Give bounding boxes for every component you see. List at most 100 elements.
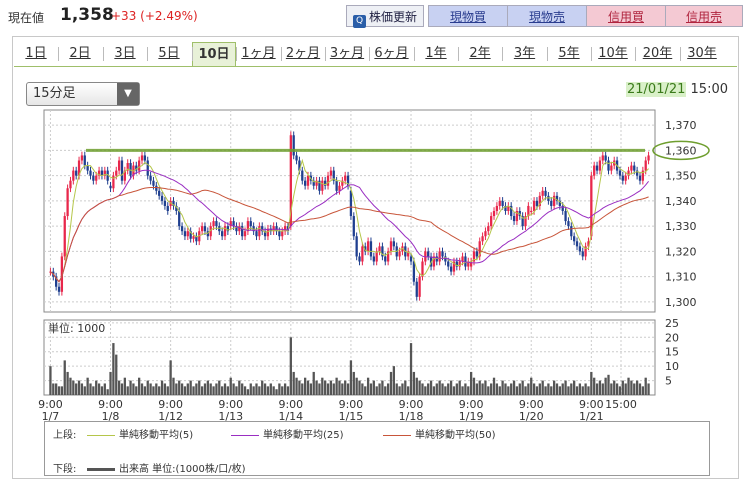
candle-body xyxy=(223,226,227,237)
candle-body xyxy=(283,226,287,232)
volume-bar xyxy=(561,383,564,395)
candle-body xyxy=(318,180,321,191)
volume-bar xyxy=(532,383,536,395)
volume-bar xyxy=(200,386,204,395)
margin-sell-button[interactable]: 信用売 xyxy=(665,5,743,27)
tab-4[interactable]: 10日 xyxy=(192,42,236,66)
volume-bar xyxy=(172,377,175,395)
volume-bar xyxy=(587,386,590,395)
volume-bar xyxy=(364,386,367,395)
volume-bar xyxy=(449,380,453,395)
refresh-price-button[interactable]: Q 株価更新 xyxy=(346,5,424,28)
volume-bar xyxy=(573,380,576,395)
volume-bar xyxy=(69,377,72,395)
volume-bar xyxy=(52,383,55,395)
volume-bar xyxy=(558,386,561,395)
candle-body xyxy=(375,251,378,262)
candle-body xyxy=(163,200,167,206)
candle-body xyxy=(407,251,410,257)
volume-bar xyxy=(92,386,95,395)
candle-body xyxy=(449,266,453,272)
tab-separator xyxy=(502,47,503,61)
volume-bar xyxy=(409,343,413,395)
candle-body xyxy=(535,200,539,206)
volume-bar xyxy=(95,380,98,395)
candle-body xyxy=(366,241,370,252)
tab-13[interactable]: 10年 xyxy=(598,46,628,61)
tab-8[interactable]: 6ヶ月 xyxy=(374,46,409,61)
candle-body xyxy=(278,231,281,237)
x-time-label: 9:00 xyxy=(579,398,604,411)
volume-bar xyxy=(375,386,378,395)
candle-body xyxy=(467,261,470,267)
candle-body xyxy=(261,226,264,232)
volume-bar xyxy=(584,383,587,395)
candle-body xyxy=(338,185,341,191)
candle-body xyxy=(432,256,436,267)
legend-ma50-label: 単純移動平均(50) xyxy=(415,430,496,441)
cash-sell-button[interactable]: 現物売 xyxy=(507,5,587,27)
candle-body xyxy=(255,231,258,237)
tab-7[interactable]: 3ヶ月 xyxy=(329,46,365,61)
legend-upper-label: 上段: xyxy=(53,430,77,441)
interval-select[interactable]: 15分足 ▼ xyxy=(26,82,140,106)
candle-body xyxy=(598,160,602,171)
volume-bar xyxy=(115,354,118,395)
volume-bar xyxy=(183,386,187,395)
tab-0[interactable]: 1日 xyxy=(25,46,47,61)
volume-bar xyxy=(441,383,444,395)
volume-bar xyxy=(86,377,89,395)
margin-buy-button[interactable]: 信用買 xyxy=(586,5,666,27)
volume-bar xyxy=(63,360,66,395)
volume-bar xyxy=(570,383,573,395)
volume-bar xyxy=(329,380,333,395)
tab-3[interactable]: 5日 xyxy=(158,46,180,61)
volume-bar xyxy=(598,380,602,395)
volume-bar xyxy=(447,383,450,395)
candle-body xyxy=(427,251,430,257)
tab-9[interactable]: 1年 xyxy=(425,46,447,61)
volume-bar xyxy=(455,383,458,395)
candle-body xyxy=(312,180,315,186)
volume-bar xyxy=(203,383,207,395)
candle-body xyxy=(72,170,75,181)
tab-12[interactable]: 5年 xyxy=(558,46,580,61)
candle-body xyxy=(415,281,418,297)
volume-bar xyxy=(404,380,407,395)
candle-body xyxy=(624,175,627,181)
candle-body xyxy=(266,228,270,237)
candle-body xyxy=(607,160,610,171)
volume-bar xyxy=(478,380,481,395)
candle-body xyxy=(329,170,333,176)
candle-body xyxy=(246,221,250,232)
tab-14[interactable]: 20年 xyxy=(642,46,673,61)
volume-bar xyxy=(80,383,84,395)
volume-bar xyxy=(75,383,78,395)
candle-body xyxy=(303,180,307,186)
candle-body xyxy=(501,200,504,206)
volume-bar xyxy=(467,386,470,395)
candle-body xyxy=(561,205,564,211)
volume-bar xyxy=(249,383,252,395)
volume-bar xyxy=(235,386,238,395)
tab-10[interactable]: 2年 xyxy=(469,46,491,61)
candle-body xyxy=(601,155,604,161)
tab-11[interactable]: 3年 xyxy=(513,46,536,61)
volume-bar xyxy=(55,383,58,395)
legend-ma50: 単純移動平均(50) xyxy=(379,426,496,441)
x-date-label: 1/15 xyxy=(339,410,364,423)
volume-bar xyxy=(303,377,307,395)
price-plot-frame xyxy=(43,109,656,313)
tab-15[interactable]: 30年 xyxy=(687,46,717,61)
tab-5[interactable]: 1ヶ月 xyxy=(241,46,276,61)
volume-bar xyxy=(475,383,478,395)
candle-body xyxy=(644,160,647,171)
volume-bar xyxy=(464,383,467,395)
tab-2[interactable]: 3日 xyxy=(114,46,136,61)
volume-bar xyxy=(521,380,524,395)
volume-bar xyxy=(541,380,544,395)
volume-bar xyxy=(283,383,287,395)
candle-body xyxy=(346,175,350,186)
tab-1[interactable]: 2日 xyxy=(69,46,91,61)
tab-6[interactable]: 2ヶ月 xyxy=(285,46,321,61)
